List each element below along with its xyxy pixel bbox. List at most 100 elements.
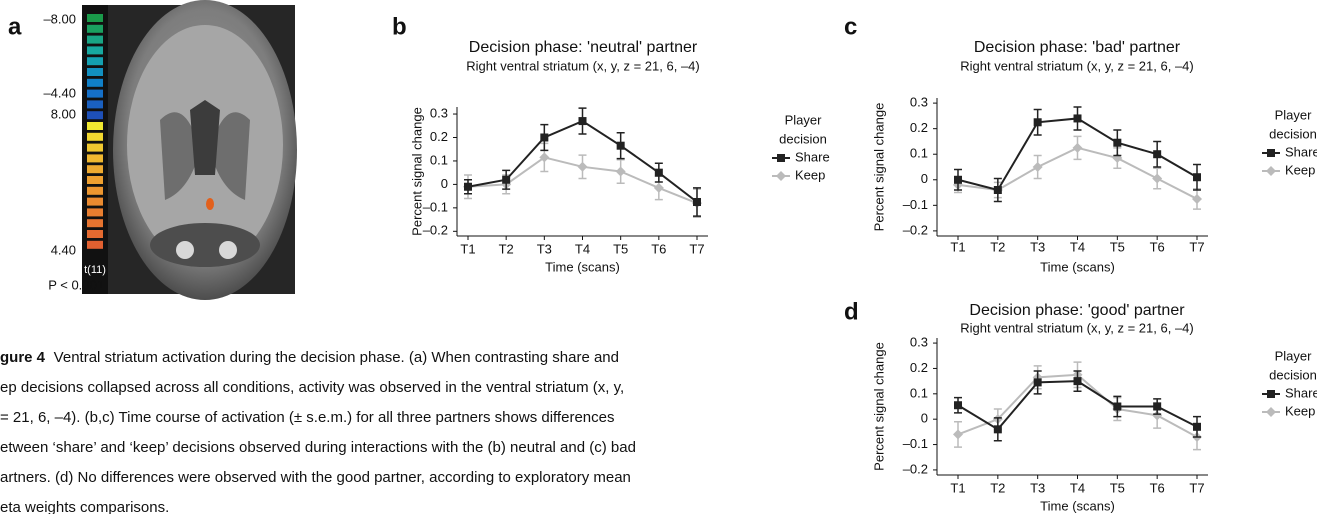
x-tick-label: T1 — [950, 480, 965, 495]
marker — [776, 171, 786, 181]
x-tick-label: T7 — [1189, 480, 1204, 495]
legend-label: Keep — [795, 167, 825, 182]
marker — [1152, 174, 1162, 184]
page: {"panel_a": {"panel": "a", "scale_labels… — [0, 0, 1317, 514]
y-tick-label: 0.1 — [910, 146, 928, 161]
y-tick-label: 0 — [921, 411, 928, 426]
caption-line: ep decisions collapsed across all condit… — [0, 379, 624, 396]
panel-label: a — [8, 13, 22, 40]
colorbar-swatch — [87, 230, 103, 238]
marker — [1193, 423, 1201, 431]
x-axis-label: Time (scans) — [1040, 498, 1115, 513]
y-tick-label: 0.2 — [910, 120, 928, 135]
marker — [1034, 378, 1042, 386]
marker — [693, 198, 701, 206]
y-tick-label: 0 — [921, 171, 928, 186]
x-axis-label: Time (scans) — [545, 259, 620, 274]
line-chart: b Decision phase: 'neutral' partner Right … — [392, 13, 830, 274]
panel-label: d — [844, 298, 859, 325]
threshold-label: P < 0.001 — [48, 277, 104, 292]
colorbar-swatch — [87, 122, 103, 130]
chart-title: Decision phase: 'good' partner — [969, 302, 1185, 319]
chart-title: Decision phase: 'bad' partner — [974, 39, 1181, 56]
legend-title: decision — [1269, 367, 1317, 382]
x-tick-label: T7 — [1189, 239, 1204, 254]
marker — [616, 167, 626, 177]
y-tick-label: 0.2 — [430, 129, 448, 144]
x-tick-label: T5 — [1110, 239, 1125, 254]
colorbar-swatch — [87, 176, 103, 184]
x-tick-label: T3 — [1030, 239, 1045, 254]
colorbar-swatch — [87, 36, 103, 44]
marker — [654, 183, 664, 193]
figure: a –8.00 –4.40 8.00 4.40 t(11) P < 0.001 … — [0, 0, 1317, 514]
marker — [1033, 162, 1043, 172]
chart-subtitle: Right ventral striatum (x, y, z = 21, 6,… — [466, 58, 700, 73]
colorbar-swatch — [87, 241, 103, 249]
marker — [1266, 166, 1276, 176]
marker — [1073, 143, 1083, 153]
colorbar-swatch — [87, 165, 103, 173]
colorbar-swatch — [87, 79, 103, 87]
marker — [994, 186, 1002, 194]
marker — [1074, 114, 1082, 122]
y-tick-label: 0.1 — [910, 385, 928, 400]
marker — [777, 154, 785, 162]
x-tick-label: T6 — [1150, 480, 1165, 495]
marker — [954, 176, 962, 184]
legend-title: decision — [779, 131, 827, 146]
brain-image — [108, 0, 297, 300]
x-axis-label: Time (scans) — [1040, 259, 1115, 274]
legend-label: Share — [1285, 385, 1317, 400]
legend-label: Share — [795, 149, 830, 164]
scale-label: –4.40 — [43, 85, 76, 100]
caption-line: etween ‘share’ and ‘keep’ decisions obse… — [0, 439, 636, 456]
y-tick-label: –0.1 — [423, 199, 448, 214]
colorbar-swatch — [87, 68, 103, 76]
panel-label: b — [392, 13, 407, 40]
y-tick-label: 0.1 — [430, 152, 448, 167]
colorbar-swatch — [87, 111, 103, 119]
legend-title: Player — [785, 112, 823, 127]
caption-label: gure 4 — [0, 349, 46, 366]
x-tick-label: T2 — [499, 241, 514, 256]
caption-line: artners. (d) No differences were observe… — [0, 469, 631, 486]
y-tick-label: 0.3 — [910, 95, 928, 110]
colorbar-swatch — [87, 90, 103, 98]
chart-subtitle: Right ventral striatum (x, y, z = 21, 6,… — [960, 320, 1194, 335]
y-tick-label: 0.2 — [910, 360, 928, 375]
x-tick-label: T3 — [1030, 480, 1045, 495]
x-tick-label: T2 — [990, 239, 1005, 254]
colorbar-swatch — [87, 100, 103, 108]
marker — [994, 425, 1002, 433]
marker — [1193, 173, 1201, 181]
marker — [1113, 139, 1121, 147]
colorbar-swatch — [87, 208, 103, 216]
x-tick-label: T5 — [613, 241, 628, 256]
x-tick-label: T5 — [1110, 480, 1125, 495]
marker — [1153, 403, 1161, 411]
y-tick-label: –0.2 — [903, 222, 928, 237]
marker — [1113, 403, 1121, 411]
marker — [1192, 194, 1202, 204]
x-tick-label: T6 — [1150, 239, 1165, 254]
scale-label: –8.00 — [43, 11, 76, 26]
y-tick-label: 0 — [441, 176, 448, 191]
marker — [954, 401, 962, 409]
marker — [1034, 118, 1042, 126]
y-axis-label: Percent signal change — [871, 103, 886, 232]
marker — [655, 169, 663, 177]
x-tick-label: T4 — [1070, 480, 1085, 495]
legend-label: Keep — [1285, 162, 1315, 177]
chart-title: Decision phase: 'neutral' partner — [469, 39, 698, 56]
legend-label: Keep — [1285, 403, 1315, 418]
marker — [617, 142, 625, 150]
colorbar-swatch — [87, 57, 103, 65]
colorbar-swatch — [87, 219, 103, 227]
y-tick-label: –0.1 — [903, 436, 928, 451]
colorbar-swatch — [87, 46, 103, 54]
marker — [1267, 149, 1275, 157]
